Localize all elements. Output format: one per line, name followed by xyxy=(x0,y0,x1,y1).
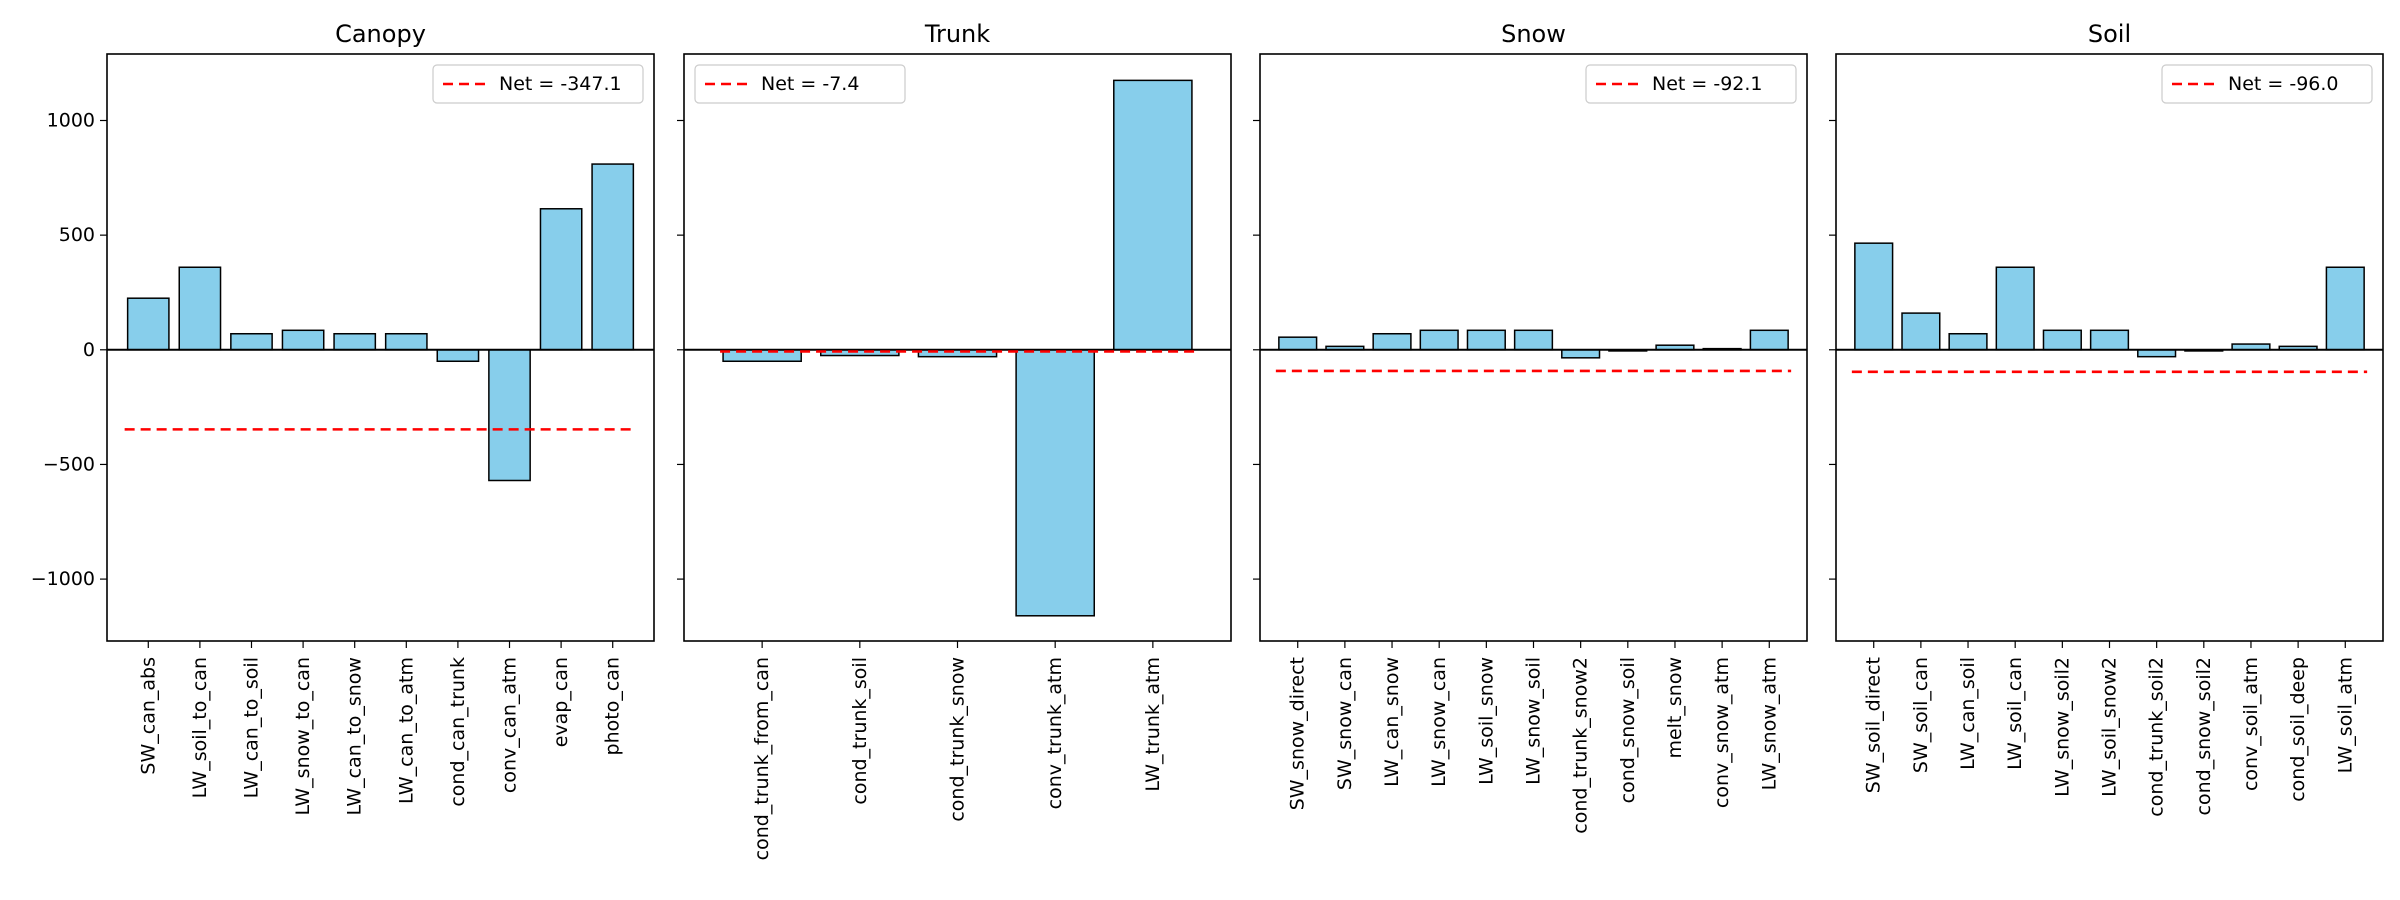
x-tick-label: cond_trunk_soil2 xyxy=(2146,657,2168,817)
x-tick-label: LW_snow_to_can xyxy=(292,657,314,815)
x-tick-label: photo_can xyxy=(602,657,624,755)
y-tick-label: 1000 xyxy=(47,109,95,131)
x-tick-label: conv_can_atm xyxy=(499,657,521,793)
x-tick-label: cond_trunk_snow2 xyxy=(1570,657,1592,834)
x-tick-label: LW_can_to_snow xyxy=(344,657,366,815)
bar xyxy=(2325,266,2365,351)
y-tick-label: 0 xyxy=(83,339,95,361)
panel-snow: Snow SW_snow_direct SW_snow_can LW_can_snow… xyxy=(1253,20,1808,834)
panel-soil: Soil SW_soil_direct SW_soil_can LW_can_soil… xyxy=(1829,20,2384,817)
legend-label: Net = -7.4 xyxy=(761,73,859,95)
x-tick-label: LW_snow_soil xyxy=(1523,657,1545,785)
x-tick-label: cond_trunk_from_can xyxy=(751,657,773,860)
legend: Net = -92.1 xyxy=(1585,64,1797,104)
bar xyxy=(1995,266,2035,351)
x-tick-label: LW_can_to_soil xyxy=(240,657,262,798)
legend-box xyxy=(432,64,644,104)
panel-trunk: Trunk cond_trunk_from_can cond_trunk_soil c… xyxy=(677,20,1232,860)
bar xyxy=(1419,329,1459,351)
bar xyxy=(1561,349,1601,359)
bar xyxy=(1948,332,1988,351)
bar xyxy=(281,329,325,351)
x-tick-label: LW_can_to_atm xyxy=(395,657,417,804)
bar xyxy=(1854,242,1894,351)
x-tick-label: LW_can_soil xyxy=(1957,657,1979,770)
bar xyxy=(178,266,222,351)
plot-frame xyxy=(683,53,1232,642)
x-tick-label: cond_can_trunk xyxy=(447,657,469,807)
x-tick-label: conv_snow_atm xyxy=(1711,657,1733,808)
x-tick-label: cond_trunk_soil xyxy=(849,657,871,805)
panel-title: Canopy xyxy=(335,20,426,48)
y-tick-label: −1000 xyxy=(31,568,95,590)
plot-frame xyxy=(1835,53,2384,642)
x-tick-label: LW_soil_can xyxy=(2004,657,2026,770)
x-tick-label: cond_trunk_snow xyxy=(947,657,969,822)
x-tick-label: LW_trunk_atm xyxy=(1142,657,1164,792)
legend-box xyxy=(1585,64,1797,104)
panel-title: Trunk xyxy=(924,20,990,48)
x-tick-label: SW_snow_can xyxy=(1334,657,1356,790)
y-tick-label: 500 xyxy=(59,224,95,246)
x-tick-label: LW_soil_snow xyxy=(1475,657,1497,785)
x-tick-label: cond_snow_soil2 xyxy=(2193,657,2215,815)
legend: Net = -96.0 xyxy=(2161,64,2373,104)
x-tick-label: SW_can_abs xyxy=(137,657,159,775)
bar xyxy=(1749,329,1789,351)
bar xyxy=(436,349,480,363)
y-tick-label: −500 xyxy=(43,453,95,475)
bar xyxy=(1372,332,1412,351)
legend-label: Net = -347.1 xyxy=(499,73,622,95)
x-tick-label: LW_snow_can xyxy=(1428,657,1450,787)
plot-frame xyxy=(1259,53,1808,642)
x-tick-label: evap_can xyxy=(550,657,572,747)
bar xyxy=(1513,329,1554,351)
plot-frame xyxy=(106,53,655,642)
x-tick-label: cond_snow_soil xyxy=(1617,657,1639,803)
panel-title: Snow xyxy=(1501,20,1566,48)
legend: Net = -7.4 xyxy=(694,64,906,104)
x-tick-label: LW_soil_atm xyxy=(2334,657,2356,773)
x-tick-label: conv_trunk_atm xyxy=(1044,657,1066,809)
legend-box xyxy=(2161,64,2373,104)
bar xyxy=(2089,329,2130,351)
x-tick-label: LW_snow_atm xyxy=(1758,657,1780,790)
x-tick-label: melt_snow xyxy=(1664,657,1686,759)
panel-title: Soil xyxy=(2088,20,2131,48)
legend-box xyxy=(694,64,906,104)
x-tick-label: SW_soil_can xyxy=(1910,657,1932,773)
x-tick-label: LW_soil_snow2 xyxy=(2099,657,2121,797)
bar xyxy=(2042,329,2082,351)
x-tick-label: LW_soil_to_can xyxy=(189,657,211,798)
panel-canopy: Canopy SW_can_abs LW_soil_to_can LW_can_to_… xyxy=(31,20,655,815)
x-tick-label: cond_soil_deep xyxy=(2287,657,2309,802)
legend-label: Net = -92.1 xyxy=(1652,73,1763,95)
bar xyxy=(1901,312,1941,351)
bar xyxy=(1466,329,1506,351)
bar xyxy=(1278,336,1318,351)
x-tick-label: LW_snow_soil2 xyxy=(2051,657,2073,797)
bar xyxy=(126,297,170,351)
bar xyxy=(333,332,377,351)
bar xyxy=(1015,349,1095,617)
bar xyxy=(488,349,531,482)
bar xyxy=(2137,349,2177,358)
x-tick-label: LW_can_snow xyxy=(1381,657,1403,787)
bar xyxy=(539,208,583,351)
x-tick-label: conv_soil_atm xyxy=(2240,657,2262,791)
bar xyxy=(591,163,635,351)
x-tick-label: SW_soil_direct xyxy=(1863,657,1885,793)
bar xyxy=(230,332,273,351)
x-tick-label: SW_snow_direct xyxy=(1287,657,1309,810)
legend-label: Net = -96.0 xyxy=(2228,73,2339,95)
bar xyxy=(1113,79,1193,351)
legend: Net = -347.1 xyxy=(432,64,644,104)
bar xyxy=(384,332,428,351)
